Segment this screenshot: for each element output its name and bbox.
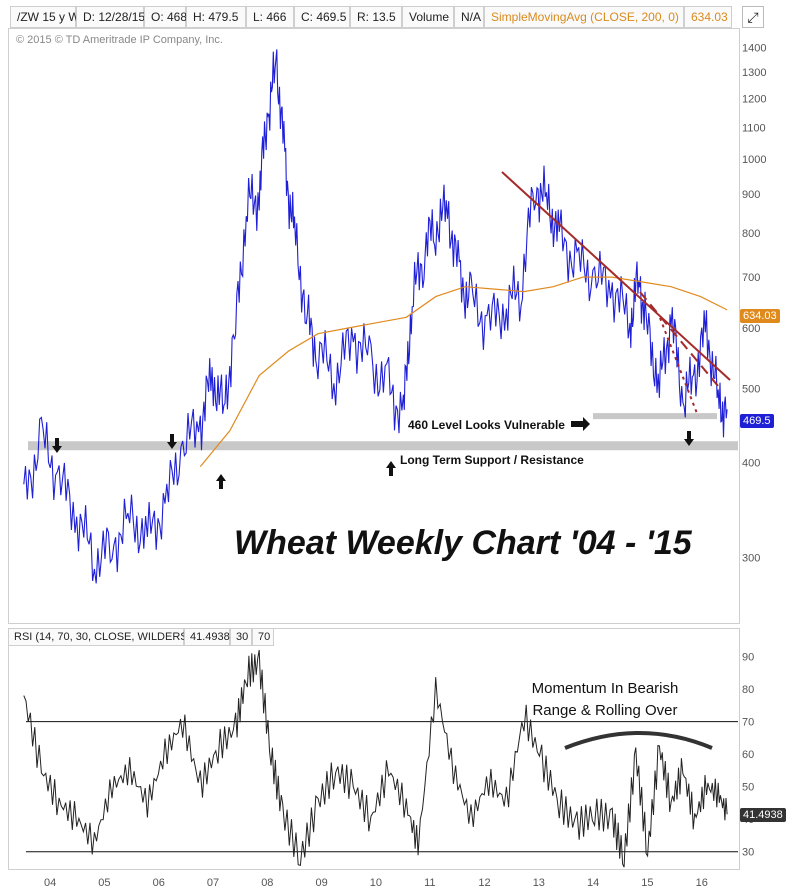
rsi-value-field: 41.4938 bbox=[184, 628, 230, 646]
support-band bbox=[28, 441, 738, 451]
x-tick-label: 07 bbox=[207, 877, 219, 889]
x-tick-label: 04 bbox=[44, 877, 56, 889]
range-label: R: 13.5 bbox=[357, 10, 396, 24]
maximize-icon[interactable]: ⤢ bbox=[742, 6, 764, 28]
rsi-study-field[interactable]: RSI (14, 70, 30, CLOSE, WILDERS) bbox=[8, 628, 191, 646]
rsi-high-field: 70 bbox=[252, 628, 274, 646]
down-arrow-icon bbox=[684, 431, 694, 446]
momentum-annotation-line2: Range & Rolling Over bbox=[532, 702, 678, 719]
date-field: D: 12/28/15 bbox=[76, 6, 146, 28]
date-label: D: 12/28/15 bbox=[83, 10, 146, 24]
last-price-tag: 469.5 bbox=[740, 414, 774, 428]
rsi-tick-label: 90 bbox=[742, 652, 754, 664]
rsi-value-tag: 41.4938 bbox=[740, 808, 786, 822]
high-label: H: 479.5 bbox=[193, 10, 239, 24]
price-tick-label: 400 bbox=[742, 457, 760, 469]
price-tick-label: 800 bbox=[742, 228, 760, 240]
sma-series-line bbox=[199, 276, 728, 467]
x-tick-label: 15 bbox=[641, 877, 653, 889]
rsi-tick-label: 60 bbox=[742, 749, 754, 761]
x-tick-label: 08 bbox=[261, 877, 273, 889]
price-tick-label: 1000 bbox=[742, 154, 766, 166]
down-arrow-icon bbox=[167, 434, 177, 449]
symbol-field[interactable]: /ZW 15 y W bbox=[10, 6, 80, 28]
rsi-tick-label: 30 bbox=[742, 847, 754, 859]
x-tick-label: 05 bbox=[98, 877, 110, 889]
sma-study-field[interactable]: SimpleMovingAvg (CLOSE, 200, 0) bbox=[484, 6, 684, 28]
x-tick-label: 10 bbox=[370, 877, 382, 889]
price-tick-label: 1300 bbox=[742, 67, 766, 79]
support-annotation: Long Term Support / Resistance bbox=[400, 453, 584, 467]
close-field: C: 469.5 bbox=[294, 6, 350, 28]
volume-label: Volume bbox=[409, 10, 450, 24]
price-pane bbox=[8, 28, 740, 624]
x-tick-label: 13 bbox=[533, 877, 545, 889]
open-label: O: 468 bbox=[151, 10, 188, 24]
rsi-low: 30 bbox=[236, 631, 249, 643]
price-tick-label: 600 bbox=[742, 323, 760, 335]
chart-title: Wheat Weekly Chart '04 - '15 bbox=[234, 524, 692, 562]
dashed-trend-line bbox=[639, 291, 719, 387]
price-tick-label: 1200 bbox=[742, 94, 766, 106]
down-arrow-icon bbox=[52, 438, 62, 453]
vulnerable-band bbox=[593, 413, 717, 420]
rollover-arc bbox=[564, 731, 713, 750]
x-tick-label: 06 bbox=[153, 877, 165, 889]
rsi-pane bbox=[8, 628, 740, 870]
close-label: C: 469.5 bbox=[301, 10, 347, 24]
price-tick-label: 700 bbox=[742, 272, 760, 284]
sma-price-tag: 634.03 bbox=[740, 309, 780, 323]
price-tick-label: 500 bbox=[742, 384, 760, 396]
volume-value: N/A bbox=[454, 6, 484, 28]
x-tick-label: 11 bbox=[424, 877, 435, 889]
na-label: N/A bbox=[461, 10, 482, 24]
range-field: R: 13.5 bbox=[350, 6, 402, 28]
sma-value: 634.03 bbox=[691, 10, 728, 24]
rsi-low-field: 30 bbox=[230, 628, 252, 646]
low-label: L: 466 bbox=[253, 10, 287, 24]
right-arrow-icon bbox=[571, 417, 590, 431]
x-tick-label: 14 bbox=[587, 877, 599, 889]
rsi-label: RSI (14, 70, 30, CLOSE, WILDERS) bbox=[14, 631, 192, 643]
rsi-value: 41.4938 bbox=[190, 631, 230, 643]
x-tick-label: 16 bbox=[696, 877, 708, 889]
x-tick-label: 12 bbox=[478, 877, 490, 889]
rsi-high: 70 bbox=[258, 631, 271, 643]
up-arrow-icon bbox=[386, 461, 396, 476]
open-field: O: 468 bbox=[144, 6, 188, 28]
rsi-tick-label: 80 bbox=[742, 684, 754, 696]
downtrend-line bbox=[501, 171, 731, 381]
vulnerable-annotation: 460 Level Looks Vulnerable bbox=[408, 418, 565, 432]
x-tick-label: 09 bbox=[316, 877, 328, 889]
price-tick-label: 1400 bbox=[742, 43, 766, 55]
sma-label: SimpleMovingAvg (CLOSE, 200, 0) bbox=[491, 10, 679, 24]
rsi-tick-label: 50 bbox=[742, 782, 754, 794]
high-field: H: 479.5 bbox=[186, 6, 246, 28]
price-tick-label: 1100 bbox=[742, 122, 766, 134]
copyright: © 2015 © TD Ameritrade IP Company, Inc. bbox=[16, 34, 223, 46]
sma-value-field: 634.03 bbox=[684, 6, 732, 28]
rsi-tick-label: 70 bbox=[742, 717, 754, 729]
up-arrow-icon bbox=[216, 474, 226, 489]
rsi-series-line bbox=[23, 649, 728, 868]
price-series-line bbox=[23, 49, 728, 584]
low-field: L: 466 bbox=[246, 6, 294, 28]
momentum-annotation-line1: Momentum In Bearish bbox=[531, 680, 679, 697]
price-tick-label: 900 bbox=[742, 189, 760, 201]
symbol-label: /ZW 15 y W bbox=[17, 10, 80, 24]
price-tick-label: 300 bbox=[742, 553, 760, 565]
volume-field[interactable]: Volume bbox=[402, 6, 454, 28]
